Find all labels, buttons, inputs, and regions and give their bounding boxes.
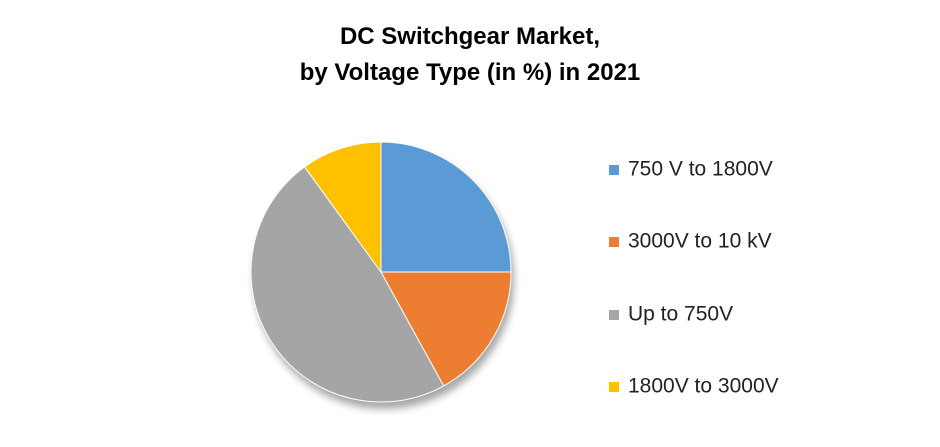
legend-swatch: [609, 165, 619, 175]
legend-label: 1800V to 3000V: [628, 375, 779, 398]
pie: [250, 141, 512, 403]
legend: 750 V to 1800V 3000V to 10 kV Up to 750V 18…: [609, 158, 779, 398]
legend-swatch: [609, 382, 619, 392]
legend-swatch: [609, 237, 619, 247]
chart-title: DC Switchgear Market,: [340, 23, 600, 50]
legend-label: 750 V to 1800V: [628, 158, 773, 181]
pie-slice: [380, 141, 512, 273]
chart-title: by Voltage Type (in %) in 2021: [300, 59, 641, 86]
legend-swatch: [609, 310, 619, 320]
pie-slice: [250, 166, 445, 403]
legend-label: Up to 750V: [628, 303, 733, 326]
pie-slice: [303, 141, 382, 274]
legend-label: 3000V to 10 kV: [628, 230, 772, 253]
pie-slice: [380, 271, 512, 387]
